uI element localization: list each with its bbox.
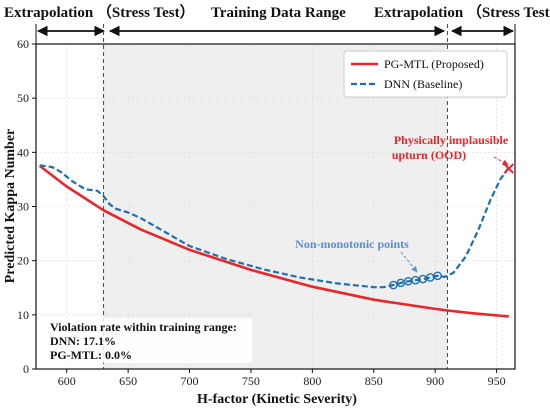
dnn-baseline-line [39,164,510,289]
x-tick-label: 650 [119,374,137,388]
legend: PG-MTL (Proposed) DNN (Baseline) [343,50,508,98]
pgmtl-proposed-line [38,164,510,318]
y-tick-label: 30 [17,200,29,214]
implausible-annotation-arrow [493,156,509,166]
x-tick-label: 750 [242,374,260,388]
x-tick-label: 950 [488,374,506,388]
y-tick-label: 60 [17,37,29,51]
implausible-annotation-line1: Physically implausible [394,133,509,147]
header-right-label: Extrapolation （Stress Test） [374,3,550,21]
marker-layer [389,163,515,290]
violation-box: Violation rate within training range: DN… [44,318,252,363]
legend-box [343,50,508,98]
implausible-annotation-line2: upturn (OOD) [392,148,466,162]
y-tick-label: 0 [23,362,29,376]
y-tick-label: 40 [17,145,29,159]
legend-label-dnn: DNN (Baseline) [384,77,462,91]
x-tick-label: 600 [58,374,76,388]
x-axis-label: H-factor (Kinetic Severity) [197,392,357,407]
implausible-upturn-marker [503,163,515,174]
nonmonotonic-annotation-arrow [400,251,418,273]
y-tick-label: 20 [17,254,29,268]
series-layer [38,164,510,318]
x-tick-label: 700 [181,374,199,388]
y-tick-label: 50 [17,91,29,105]
nonmonotonic-point [433,271,442,281]
x-ticks: 600 650 700 750 800 850 900 950 [58,369,506,388]
violation-box-line2: DNN: 17.1% [50,334,116,348]
nonmonotonic-annotation: Non-monotonic points [295,237,409,251]
y-axis-label: Predicted Kappa Number [3,129,18,284]
y-ticks: 0 10 20 30 40 50 60 [17,37,36,376]
violation-box-bg [44,318,252,363]
x-tick-label: 900 [426,374,444,388]
violation-box-line1: Violation rate within training range: [50,320,237,334]
violation-box-line3: PG-MTL: 0.0% [50,348,132,362]
y-tick-label: 10 [17,308,29,322]
nonmonotonic-point [389,280,398,290]
x-tick-label: 850 [365,374,383,388]
header-middle-label: Training Data Range [211,5,346,21]
header-left-label: Extrapolation （Stress Test） [4,3,195,21]
x-tick-label: 800 [303,374,321,388]
legend-label-pgmtl: PG-MTL (Proposed) [384,57,484,71]
